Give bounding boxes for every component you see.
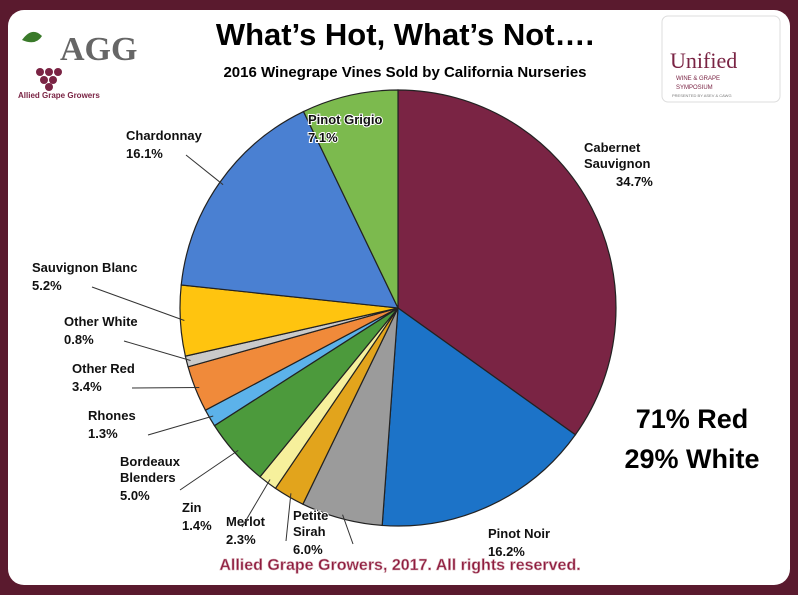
category-label: Pinot Grigio (308, 112, 382, 127)
slice-label: Merlot (226, 514, 266, 529)
pie-slice (302, 89, 399, 309)
logo-line: SYMPOSIUM (676, 85, 713, 91)
value-label: 2.3% (226, 532, 256, 547)
value-label: 6.0% (293, 542, 323, 557)
category-label: Zin (182, 500, 202, 515)
leader-line (91, 286, 185, 321)
category-label: Other White (64, 314, 138, 329)
footer: Allied Grape Growers, 2017. All rights r… (219, 557, 580, 574)
value-label: 16.2% (488, 544, 525, 559)
category-label: Sauvignon Blanc (32, 260, 137, 275)
annotation: 71% Red (636, 404, 749, 434)
category-label: Chardonnay (126, 128, 203, 143)
slice-label: Pinot Grigio (308, 112, 382, 127)
value-label: 16.1% (126, 146, 163, 161)
pie (179, 89, 617, 527)
logo-line: PRESENTED BY ASEV & CAWG (672, 93, 732, 98)
leader-line (241, 479, 271, 528)
value-label: 5.2% (32, 278, 62, 293)
value-label: 5.0% (120, 488, 150, 503)
pie-slice (381, 306, 577, 527)
category-label: Petite Sirah (293, 508, 328, 539)
value-label: 7.1% (308, 130, 338, 145)
slice-label: Other White (64, 314, 138, 329)
logo-line: WINE & GRAPE (676, 76, 720, 82)
agg-logo: AGG Allied Grape Growers (18, 31, 137, 100)
slice-label: Sauvignon Blanc (32, 260, 137, 275)
value-label: 1.3% (88, 426, 118, 441)
leader-line (185, 154, 224, 186)
slice-label: Other Red (72, 361, 135, 376)
logo-name: Allied Grape Growers (18, 91, 100, 100)
logo-name: Unified (670, 48, 737, 73)
leader-line (123, 340, 191, 361)
logo-letters: AGG (60, 31, 137, 68)
category-label: Cabernet Sauvignon (584, 140, 651, 171)
leader-line (147, 415, 214, 436)
slice-label: Pinot Noir (488, 526, 550, 541)
annotation: 29% White (624, 444, 759, 474)
category-label: Pinot Noir (488, 526, 550, 541)
category-label: Other Red (72, 361, 135, 376)
category-label: Bordeaux Blenders (120, 454, 181, 485)
leader-line (179, 449, 239, 491)
slice-label: Chardonnay (126, 128, 203, 143)
unified-logo: Unified WINE & GRAPE SYMPOSIUM PRESENTED… (661, 15, 781, 103)
value-label: 1.4% (182, 518, 212, 533)
value-label: 3.4% (72, 379, 102, 394)
chart-subtitle: 2016 Winegrape Vines Sold by California … (223, 64, 586, 81)
leader-line (285, 493, 292, 542)
slice-label: Rhones (88, 408, 136, 423)
value-label: 0.8% (64, 332, 94, 347)
value-label: 34.7% (616, 174, 653, 189)
pie-slice (397, 89, 617, 436)
category-label: Rhones (88, 408, 136, 423)
chart-title: What’s Hot, What’s Not…. (216, 17, 594, 52)
category-label: Merlot (226, 514, 266, 529)
leader-line (342, 514, 354, 545)
labels: Cabernet Sauvignon 34.7% Pinot Noir 16.2% Pet… (31, 111, 654, 560)
slice-label: Zin (182, 500, 202, 515)
leader-line (131, 386, 200, 389)
